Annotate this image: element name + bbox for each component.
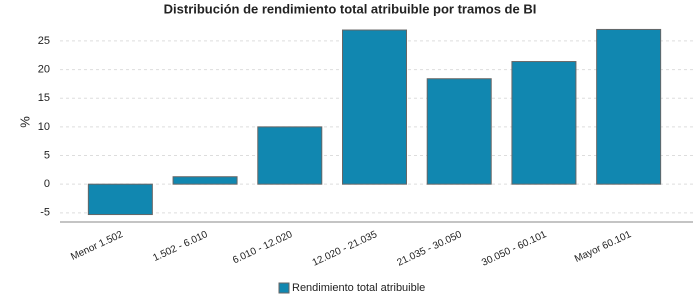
bar — [511, 61, 577, 185]
y-tick-label: 0 — [44, 178, 50, 190]
bar — [172, 176, 238, 185]
legend-label: Rendimiento total atribuible — [292, 282, 425, 294]
y-tick-label: 5 — [44, 149, 50, 161]
y-tick-label: 25 — [38, 35, 50, 47]
y-tick-label: -5 — [40, 207, 50, 219]
x-tick-label: 1.502 - 6.010 — [151, 229, 209, 264]
y-tick-label: 20 — [38, 63, 50, 75]
y-tick-label: 15 — [38, 92, 50, 104]
x-tick-label: 6.010 - 12.020 — [231, 229, 295, 266]
x-tick-label: 30.050 - 60.101 — [480, 229, 549, 269]
x-tick-label: 21.035 - 30.050 — [395, 229, 464, 269]
y-axis-label: % — [17, 116, 32, 128]
x-tick-label: Mayor 60.101 — [573, 229, 633, 265]
chart-title: Distribución de rendimiento total atribu… — [164, 1, 537, 16]
bar — [342, 29, 407, 185]
bar — [257, 126, 323, 185]
legend-swatch — [278, 282, 290, 294]
x-tick-label: 12.020 - 21.035 — [311, 229, 380, 269]
bar — [426, 78, 492, 185]
x-tick-label: Menor 1.502 — [69, 229, 125, 263]
y-tick-label: 10 — [38, 121, 50, 133]
bar — [596, 28, 662, 185]
bar — [87, 183, 153, 216]
